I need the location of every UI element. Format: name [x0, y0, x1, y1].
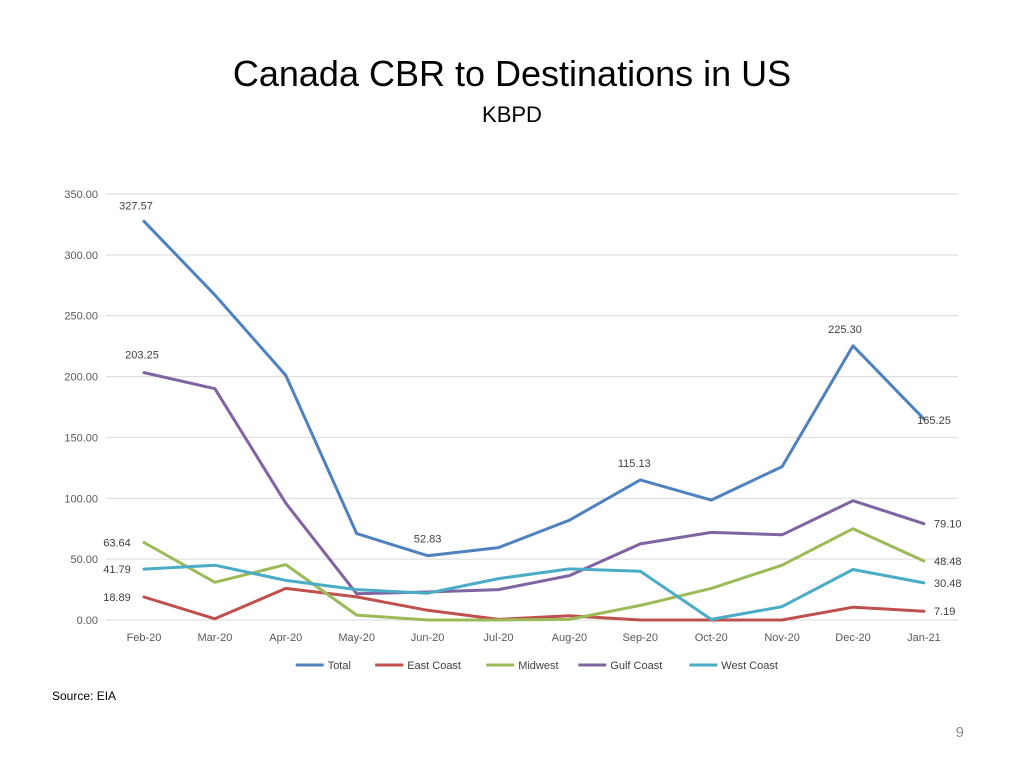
y-tick-label: 200.00 — [64, 372, 98, 384]
data-label-total: 115.13 — [618, 458, 651, 470]
legend-item-west-coast: West Coast — [689, 660, 778, 672]
x-tick-label: Oct-20 — [695, 632, 728, 644]
y-tick-label: 0.00 — [77, 615, 98, 627]
data-label-east-coast: 7.19 — [934, 606, 955, 618]
data-label-gulf-coast: 79.10 — [934, 519, 962, 531]
legend-label: East Coast — [407, 660, 461, 672]
legend-label: West Coast — [721, 660, 778, 672]
data-label-total: 225.30 — [828, 324, 862, 336]
legend-label: Total — [328, 660, 351, 672]
y-tick-label: 250.00 — [64, 311, 98, 323]
x-tick-label: Jun-20 — [411, 632, 445, 644]
data-label-east-coast: 18.89 — [103, 592, 131, 604]
page-number: 9 — [955, 724, 964, 741]
data-label-midwest: 63.64 — [103, 538, 131, 550]
legend-item-midwest: Midwest — [486, 660, 559, 672]
data-label-total: 52.83 — [414, 534, 442, 546]
x-tick-label: Mar-20 — [197, 632, 232, 644]
data-label-gulf-coast: 203.25 — [125, 350, 159, 362]
series-lines — [142, 219, 926, 622]
x-tick-label: Jan-21 — [907, 632, 941, 644]
legend-label: Midwest — [518, 660, 558, 672]
x-tick-label: Feb-20 — [127, 632, 162, 644]
data-label-midwest: 48.48 — [934, 556, 962, 568]
x-axis-ticks: Feb-20 Mar-20 Apr-20 May-20 Jun-20 Jul-20 Aug-… — [127, 632, 941, 644]
chart-subtitle: KBPD — [482, 102, 542, 127]
y-tick-label: 350.00 — [64, 189, 98, 201]
chart-title: Canada CBR to Destinations in US — [232, 53, 792, 94]
data-label-total: 327.57 — [119, 200, 153, 212]
series-line-midwest — [142, 527, 926, 622]
legend-item-east-coast: East Coast — [375, 660, 461, 672]
x-tick-label: Sep-20 — [623, 632, 658, 644]
data-label-west-coast: 41.79 — [103, 564, 131, 576]
gridlines — [106, 193, 958, 621]
x-tick-label: Jul-20 — [484, 632, 514, 644]
series-line-west-coast — [142, 563, 926, 621]
x-tick-label: Apr-20 — [269, 632, 302, 644]
y-tick-label: 100.00 — [64, 493, 98, 505]
x-tick-label: May-20 — [338, 632, 375, 644]
legend-label: Gulf Coast — [610, 660, 662, 672]
series-line-east-coast — [142, 586, 926, 622]
source-note: Source: EIA — [52, 689, 117, 703]
series-line-gulf-coast — [142, 371, 926, 596]
data-label-west-coast: 30.48 — [934, 578, 962, 590]
data-labels: 327.57 52.83 115.13 225.30 165.25 203.25 79.10… — [103, 200, 961, 618]
series-line-total — [142, 219, 926, 558]
legend-item-gulf-coast: Gulf Coast — [578, 660, 662, 672]
y-tick-label: 50.00 — [70, 554, 98, 566]
data-label-total: 165.25 — [917, 415, 951, 427]
x-tick-label: Aug-20 — [552, 632, 587, 644]
y-tick-label: 300.00 — [64, 250, 98, 262]
legend-item-total: Total — [295, 660, 351, 672]
x-tick-label: Dec-20 — [835, 632, 870, 644]
y-tick-label: 150.00 — [64, 432, 98, 444]
legend: Total East Coast Midwest Gulf Coast West Coa… — [295, 660, 778, 672]
y-axis-ticks: 0.00 50.00 100.00 150.00 200.00 250.00 300.00 3… — [64, 189, 98, 627]
x-tick-label: Nov-20 — [764, 632, 799, 644]
